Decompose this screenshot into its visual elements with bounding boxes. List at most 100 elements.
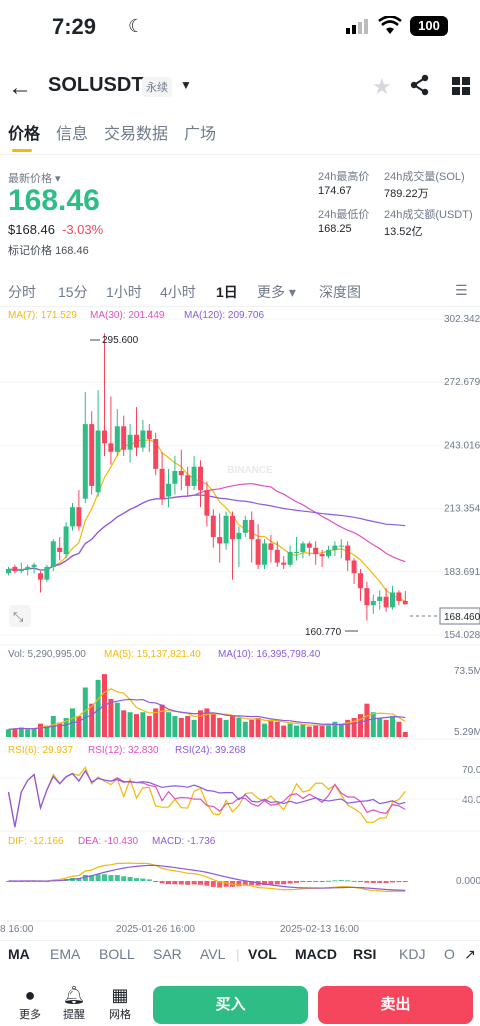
volume-bar [377,717,383,737]
candle-body [198,466,203,491]
tab-square[interactable]: 广场 [184,126,217,143]
indicator-tab-kdj[interactable]: KDJ [399,946,426,962]
volume-bar [63,717,69,737]
last-price-tag-text: 168.460 [444,612,480,623]
buy-button[interactable]: 买入 [153,986,308,1024]
candle-body [153,439,159,469]
macd-histogram-bar [294,881,299,883]
grid-bot-button[interactable]: ▦ 网格 [100,984,140,1022]
candle-body [274,549,280,563]
high-marker: 295.600 [102,335,139,346]
interval-15m[interactable]: 15分 [58,284,88,300]
macd-histogram-bar [89,875,95,881]
volume-bar [191,719,197,737]
candle-body [262,543,267,565]
grid-menu-icon[interactable] [452,77,470,95]
volume-bar [300,724,306,737]
favorite-star-icon[interactable]: ★ [372,74,392,99]
macd-histogram-bar [358,881,363,882]
volume-bar [140,712,146,737]
candle-body [140,430,146,448]
tab-info[interactable]: 信息 [56,126,89,143]
candle-body [178,471,184,476]
indicator-tab-vol[interactable]: VOL [248,946,277,962]
volume-bar [255,717,261,737]
indicator-tabs: MA EMA BOLL SAR AVL | VOL MACD RSI KDJ O… [8,946,476,962]
macd-histogram-bar [300,881,306,882]
low-24h-value: 168.25 [318,223,352,235]
more-button[interactable]: ● 更多 [10,984,50,1022]
indicator-tab-rsi[interactable]: RSI [353,946,377,962]
price-change: -3.03% [62,222,104,237]
high-24h-label: 24h最高价 [318,171,370,183]
interval-depth[interactable]: 深度图 [319,284,361,300]
volume-bar [294,725,299,737]
macd-histogram-bar [332,880,338,882]
share-icon[interactable] [410,74,430,96]
candle-body [255,539,261,565]
macd-histogram-bar [146,879,152,881]
interval-line[interactable]: 分时 [8,284,36,300]
macd-histogram-bar [95,874,101,881]
latest-price-label[interactable]: 最新价格 ▾ [8,173,61,185]
vol-ma10-label: MA(10): 16,395,798.40 [218,649,321,660]
caret-down-icon[interactable]: ▼ [180,78,192,92]
indicator-tab-macd[interactable]: MACD [295,946,337,962]
last-price: 168.46 [8,184,100,217]
candle-body [396,592,402,601]
candle-body [70,507,75,527]
expand-arrows-icon: ⤡ [13,609,24,624]
dif-line [8,862,406,893]
candle-body [249,520,255,540]
volume-bar [345,719,351,737]
interval-1d[interactable]: 1日 [216,284,238,300]
indicator-settings-icon[interactable]: ↗ [464,946,476,962]
volume-bar [402,731,408,737]
expand-icon[interactable] [9,605,31,627]
sell-button[interactable]: 卖出 [318,986,473,1024]
back-arrow-icon[interactable]: ← [8,74,32,101]
volume-bar [6,729,11,737]
indicator-tab-boll[interactable]: BOLL [99,946,135,962]
tab-trading-data[interactable]: 交易数据 [104,126,169,143]
candle-body [12,566,18,572]
macd-histogram-bar [108,875,114,881]
volume-bar [114,702,120,737]
macd-histogram-bar [198,881,203,885]
interval-1h[interactable]: 1小时 [106,284,142,300]
macd-histogram-bar [178,881,184,885]
rsi-high-label: 70.0 [462,765,480,776]
symbol-title[interactable]: SOLUSDT [48,74,144,96]
candle-body [127,434,133,450]
volume-bar [396,721,402,737]
volume-bar [25,729,31,737]
volume-bar [236,717,242,737]
wifi-icon [378,16,402,34]
volume-bar [313,725,319,737]
macd-histogram-bar [102,874,107,881]
volume-bar [159,704,165,737]
indicator-tab-avl[interactable]: AVL [200,946,226,962]
macd-histogram-bar [82,874,88,881]
indicator-tab-sar[interactable]: SAR [153,946,182,962]
macd-histogram-bar [121,876,127,881]
candle-body [326,549,331,557]
candlestick-chart[interactable]: BINANCE MA(7): 171.529 MA(30): 201.449 M… [0,305,480,941]
tab-price[interactable]: 价格 [8,126,41,143]
alert-button[interactable]: 🔔︎ 提醒 [54,984,94,1022]
chart-settings-icon[interactable]: ☰ [455,282,468,298]
interval-4h[interactable]: 4小时 [160,284,196,300]
candle-body [390,592,395,608]
volume-bar [390,716,395,737]
indicator-tab-ema[interactable]: EMA [50,946,81,962]
indicator-tab-ma[interactable]: MA [8,946,30,962]
candle-body [338,545,344,547]
macd-histogram-bar [185,881,191,885]
volume-bar [82,687,88,737]
candle-body [319,554,325,557]
candle-body [57,547,63,552]
candle-body [108,443,114,452]
interval-more[interactable]: 更多 ▾ [257,284,296,300]
volume-bar [38,723,43,737]
indicator-tab-more[interactable]: O [444,946,455,962]
